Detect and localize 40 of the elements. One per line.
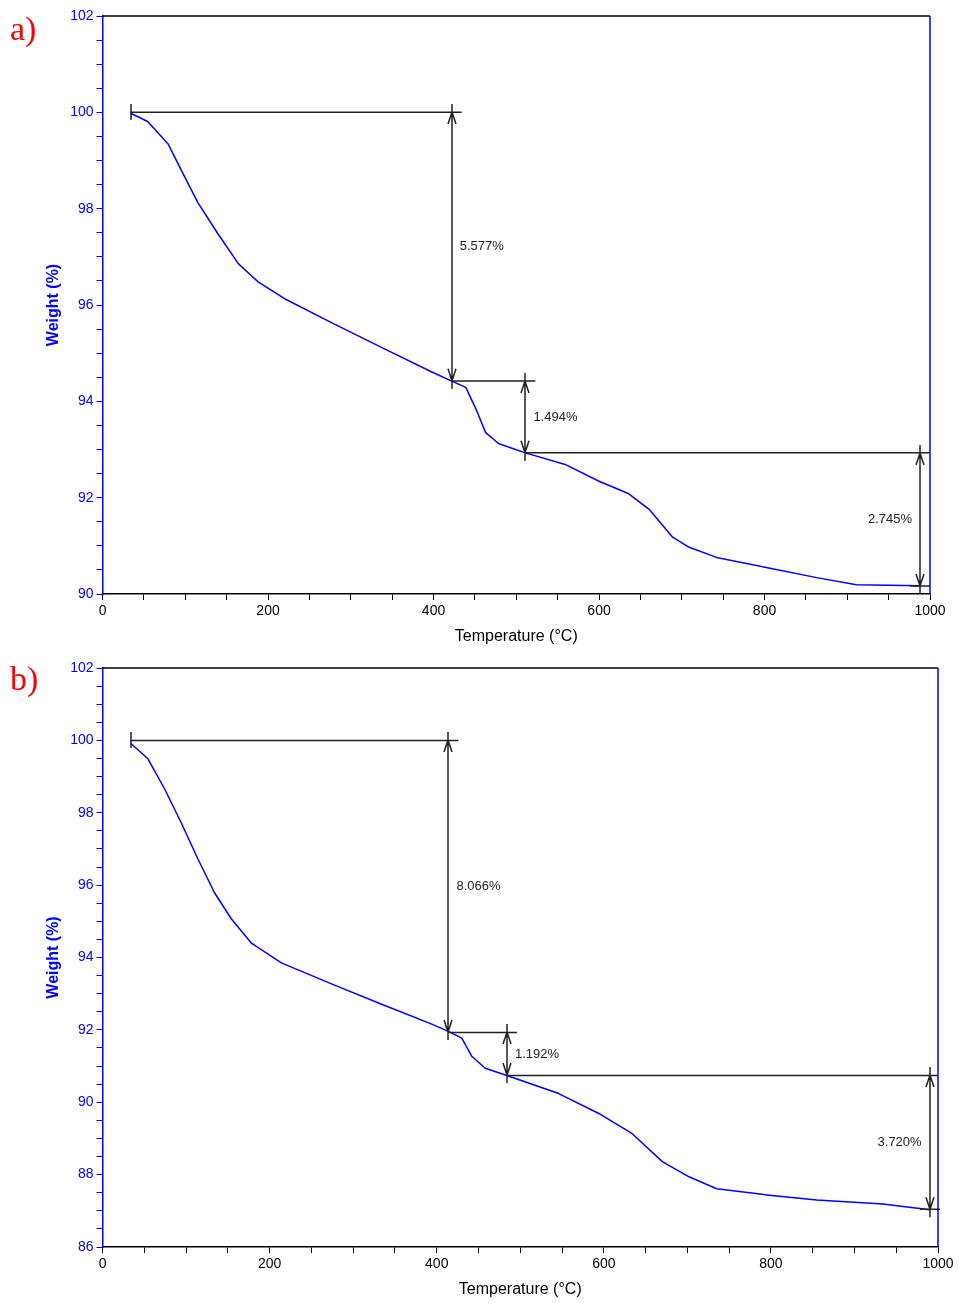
x-tick-label: 200	[256, 602, 280, 619]
y-tick-label: 94	[77, 392, 94, 409]
x-tick-label: 0	[98, 1255, 107, 1272]
y-tick-label: 86	[77, 1237, 94, 1254]
y-tick-label: 90	[77, 584, 94, 601]
y-tick-label: 98	[77, 803, 94, 820]
y-tick-label: 102	[70, 6, 94, 23]
y-tick-label: 96	[77, 875, 94, 892]
y-tick-label: 98	[77, 199, 94, 216]
y-tick-label: 92	[77, 1020, 94, 1037]
x-axis-title: Temperature (°C)	[454, 626, 578, 644]
x-tick-label: 0	[98, 602, 107, 619]
y-tick-label: 88	[77, 1165, 94, 1182]
y-axis-title: Weight (%)	[44, 263, 62, 347]
annotation: 8.066%	[456, 877, 501, 893]
y-tick-label: 92	[77, 488, 94, 505]
y-tick-label: 100	[70, 103, 94, 120]
chart-title: a)	[10, 9, 37, 48]
annotation: 5.577%	[459, 238, 505, 254]
y-tick-label: 102	[70, 658, 94, 675]
annotation: 1.494%	[533, 408, 578, 424]
x-tick-label: 400	[421, 602, 446, 619]
y-tick-label: 94	[77, 948, 94, 965]
annotation: 2.745%	[867, 510, 913, 526]
x-tick-label: 1000	[922, 1255, 954, 1272]
chart-title: b)	[10, 659, 39, 698]
y-axis-title: Weight (%)	[44, 916, 62, 999]
x-tick-label: 800	[759, 1255, 783, 1272]
x-tick-label: 400	[425, 1255, 449, 1272]
x-tick-label: 200	[257, 1255, 282, 1272]
y-tick-label: 100	[70, 731, 94, 748]
annotation: 3.720%	[877, 1134, 923, 1150]
x-tick-label: 800	[752, 602, 777, 619]
x-axis-title: Temperature (°C)	[458, 1279, 582, 1297]
x-tick-label: 600	[592, 1255, 616, 1272]
y-tick-label: 90	[77, 1093, 94, 1110]
x-tick-label: 1000	[914, 602, 946, 619]
y-tick-label: 96	[77, 295, 94, 312]
annotation: 1.192%	[514, 1045, 560, 1061]
x-tick-label: 600	[587, 602, 611, 619]
